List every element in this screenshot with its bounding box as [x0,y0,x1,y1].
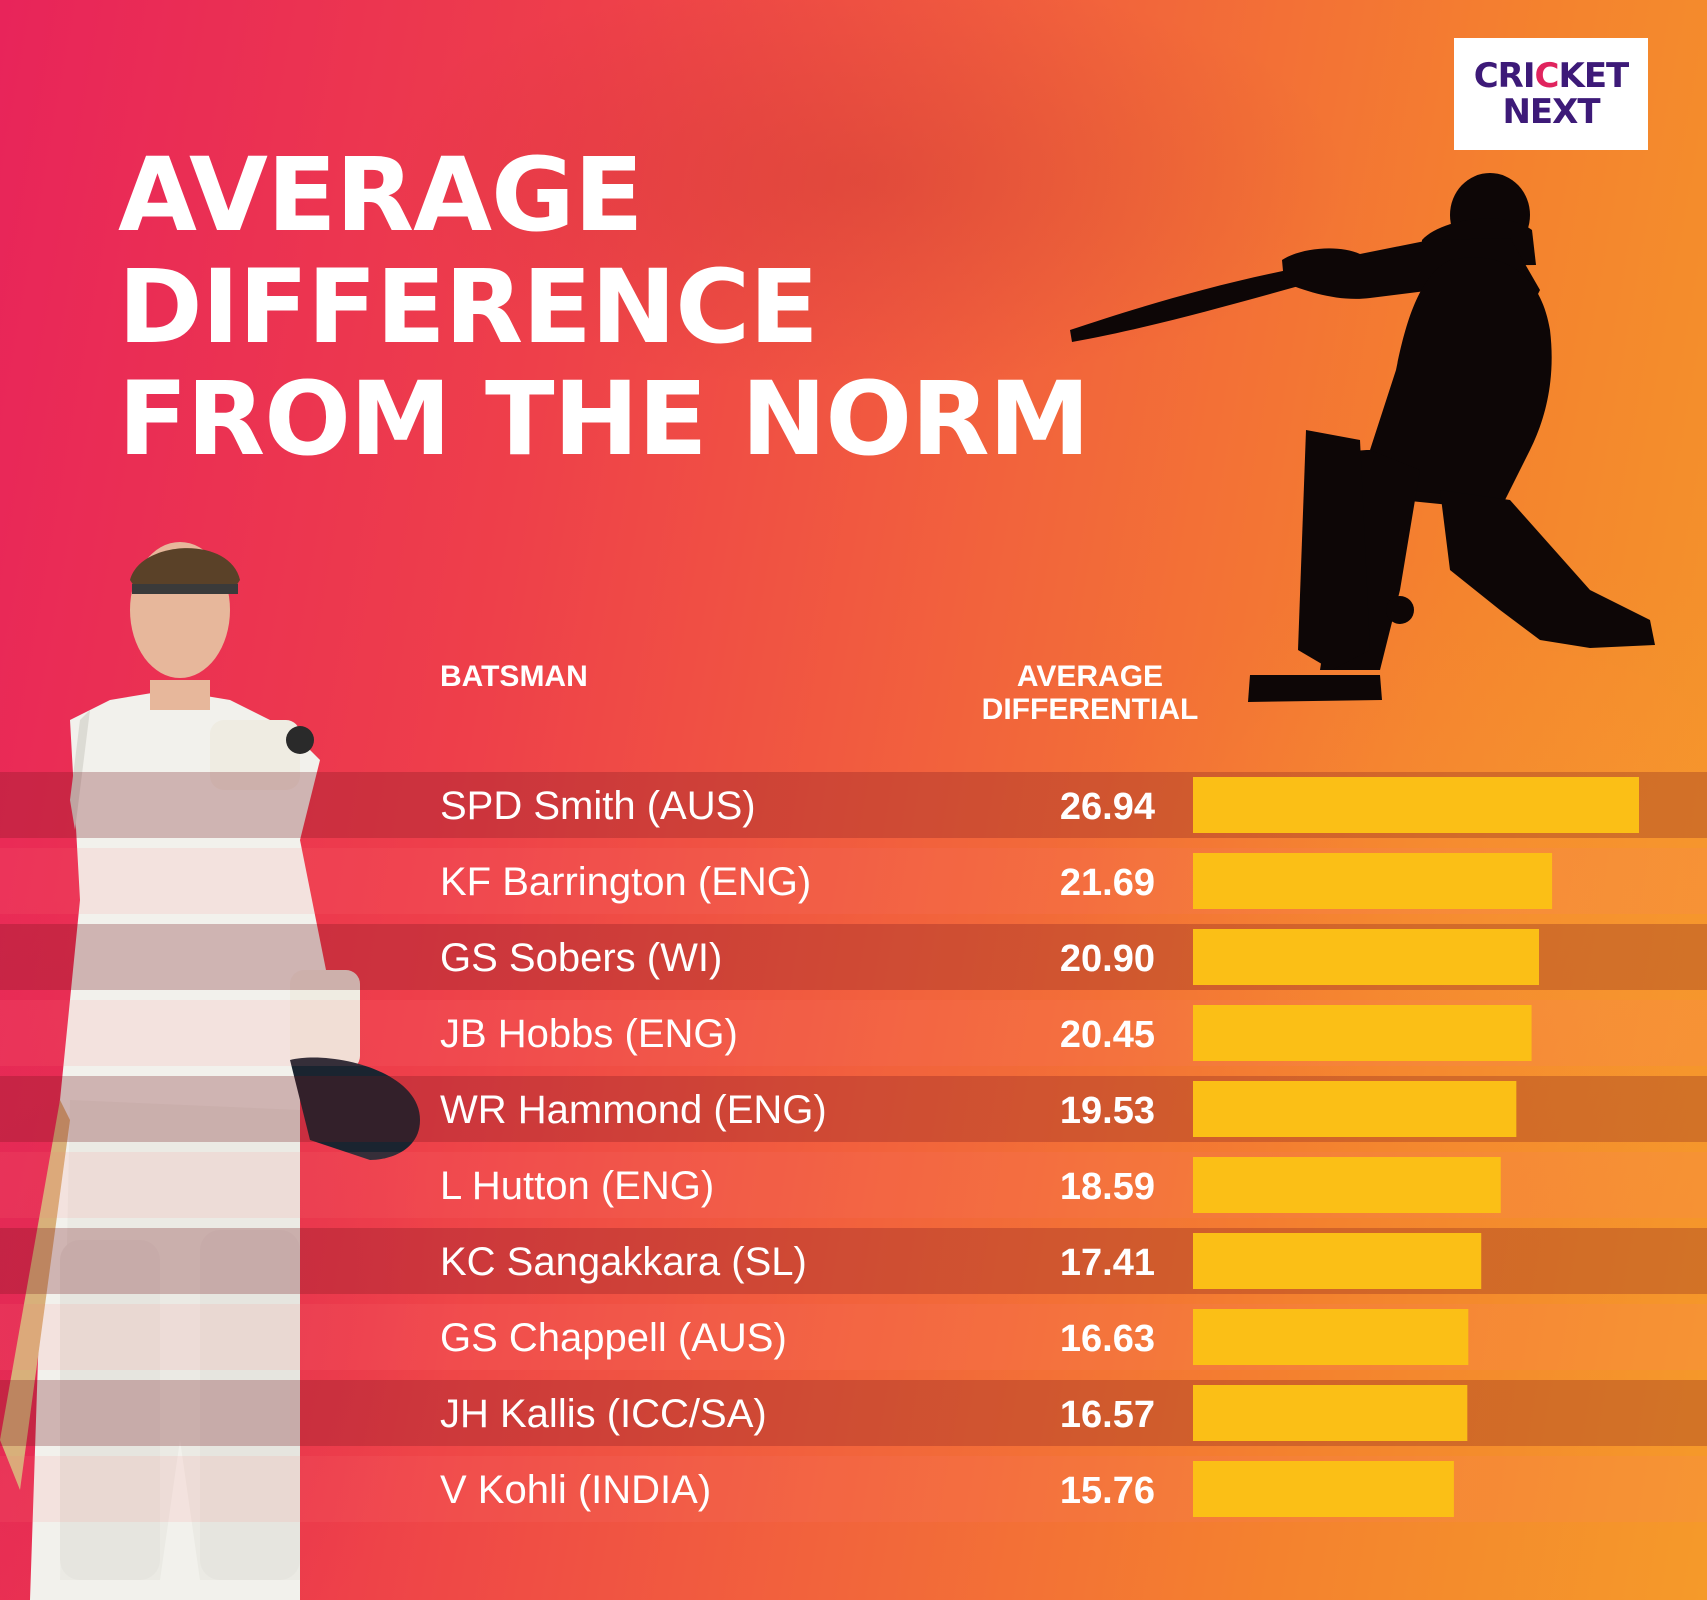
batsman-name: V Kohli (INDIA) [440,1468,711,1512]
header-average-differential: AVERAGE DIFFERENTIAL [950,660,1230,726]
bar [1193,853,1553,909]
batsman-name: JB Hobbs (ENG) [440,1012,738,1056]
player-photo [0,542,420,1600]
logo-line-2: NEXT [1502,92,1600,132]
value-label: 16.57 [1060,1394,1155,1436]
value-label: 19.53 [1060,1090,1155,1132]
batsman-name: GS Sobers (WI) [440,936,722,980]
bar [1193,1157,1501,1213]
value-label: 26.94 [1060,786,1155,828]
batsman-name: SPD Smith (AUS) [440,784,756,828]
batsman-name: WR Hammond (ENG) [440,1088,827,1132]
batsman-silhouette-icon [1070,173,1655,702]
batsman-name: GS Chappell (AUS) [440,1316,787,1360]
bar [1193,777,1639,833]
header-average-line-1: AVERAGE [1016,660,1164,693]
page-title: AVERAGE DIFFERENCE FROM THE NORM [118,136,1090,479]
title-line-1: AVERAGE [118,136,644,255]
value-label: 15.76 [1060,1470,1155,1512]
value-label: 18.59 [1060,1166,1155,1208]
bar [1193,1005,1532,1061]
bar [1193,1309,1469,1365]
bar [1193,1461,1454,1517]
batsman-name: KF Barrington (ENG) [440,860,811,904]
value-label: 21.69 [1060,862,1155,904]
value-label: 20.90 [1060,938,1155,980]
bar [1193,1081,1517,1137]
bar [1193,1385,1468,1441]
value-label: 17.41 [1060,1242,1155,1284]
cricketnext-logo: CRICKET NEXT [1454,38,1648,150]
bar [1193,1233,1482,1289]
cricket-ball-icon: C [1534,56,1560,96]
header-batsman: BATSMAN [440,660,588,693]
title-line-2: DIFFERENCE [118,248,819,367]
header-average-line-2: DIFFERENTIAL [981,693,1199,726]
bar [1193,929,1540,985]
value-label: 20.45 [1060,1014,1155,1056]
batsman-name: L Hutton (ENG) [440,1164,714,1208]
value-label: 16.63 [1060,1318,1155,1360]
title-line-3: FROM THE NORM [118,360,1090,479]
logo-line-1: CRICKET [1473,56,1630,96]
batsman-name: KC Sangakkara (SL) [440,1240,807,1284]
batsman-name: JH Kallis (ICC/SA) [440,1392,767,1436]
